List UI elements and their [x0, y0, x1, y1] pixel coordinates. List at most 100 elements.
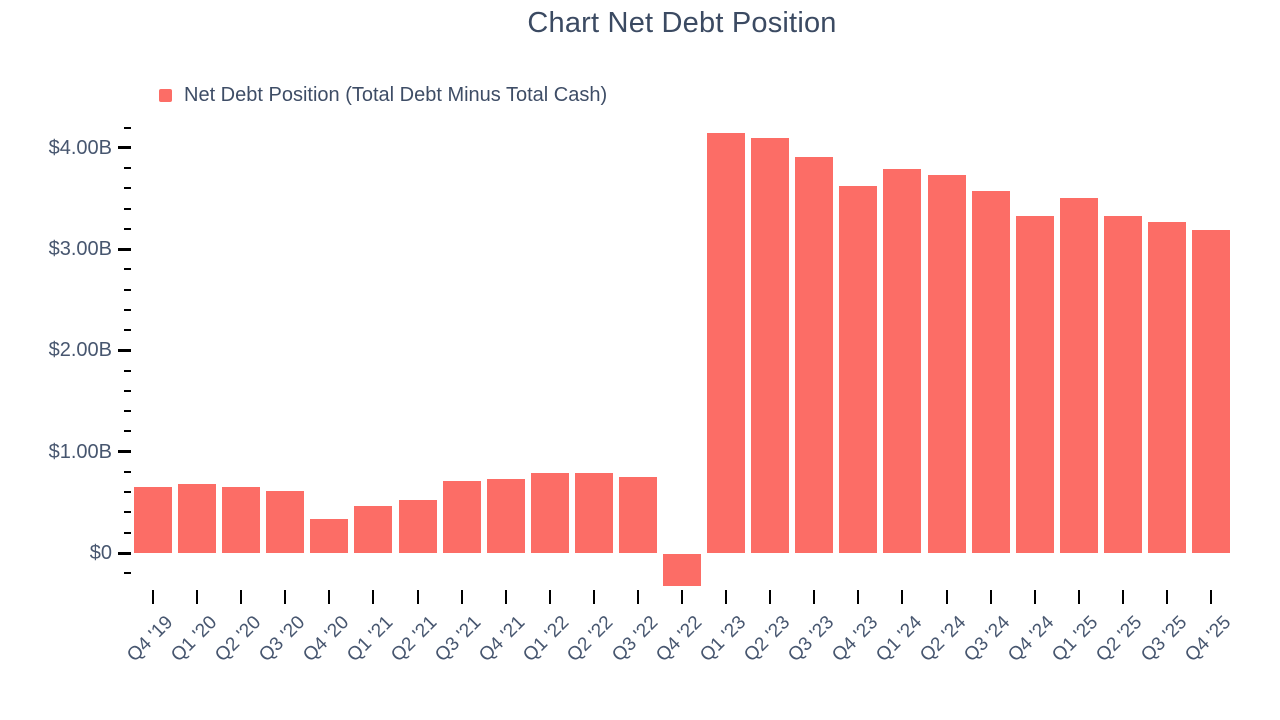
- bar: [971, 191, 1010, 553]
- bar: [883, 169, 922, 553]
- x-axis-tick: [240, 590, 243, 604]
- bar: [751, 137, 790, 553]
- bar: [795, 156, 834, 553]
- x-axis-tick: [681, 590, 683, 604]
- x-axis-label: Q3 '25: [1136, 612, 1191, 667]
- x-axis-tick: [592, 590, 595, 604]
- bar: [310, 518, 349, 553]
- bar: [1103, 215, 1142, 553]
- y-axis-minor-tick: [124, 126, 131, 129]
- x-axis-label: Q4 '19: [122, 612, 177, 667]
- legend-marker-icon: [159, 89, 172, 102]
- y-axis-minor-tick: [124, 308, 131, 311]
- y-axis-label: $2.00B: [48, 339, 112, 362]
- x-axis-label: Q1 '22: [519, 612, 574, 667]
- x-axis-tick: [813, 590, 816, 604]
- x-axis-label: Q1 '24: [872, 612, 927, 667]
- x-axis-label: Q2 '24: [916, 612, 971, 667]
- x-axis-tick: [152, 590, 154, 604]
- y-axis-minor-tick: [124, 187, 131, 190]
- bar: [839, 186, 878, 553]
- bar: [618, 477, 657, 553]
- x-axis-label: Q3 '24: [960, 612, 1015, 667]
- bar: [530, 473, 569, 553]
- x-axis-label: Q4 '25: [1180, 612, 1235, 667]
- x-axis-tick: [1121, 590, 1124, 604]
- x-axis-tick: [945, 590, 948, 604]
- y-axis-minor-tick: [124, 167, 131, 170]
- bar: [1015, 215, 1054, 553]
- y-axis-minor-tick: [124, 470, 131, 473]
- bar: [178, 484, 217, 553]
- y-axis-major-tick: [118, 551, 131, 555]
- x-axis-tick: [460, 590, 463, 604]
- y-axis-minor-tick: [124, 369, 131, 372]
- bar: [574, 473, 613, 553]
- bar: [398, 500, 437, 553]
- x-axis-label: Q2 '21: [387, 612, 442, 667]
- bar: [266, 491, 305, 553]
- x-axis-label: Q2 '23: [740, 612, 795, 667]
- x-axis-tick: [636, 590, 639, 604]
- x-axis-tick: [1165, 590, 1168, 604]
- x-axis-label: Q1 '21: [343, 612, 398, 667]
- x-axis-label: Q2 '25: [1092, 612, 1147, 667]
- x-axis-label: Q2 '22: [563, 612, 618, 667]
- x-axis-tick: [769, 590, 772, 604]
- x-axis-label: Q3 '21: [431, 612, 486, 667]
- x-axis-label: Q4 '23: [828, 612, 883, 667]
- y-axis-label: $4.00B: [48, 136, 112, 159]
- x-axis-label: Q4 '24: [1004, 612, 1059, 667]
- y-axis-minor-tick: [124, 207, 131, 210]
- chart-title: Chart Net Debt Position: [527, 7, 837, 39]
- x-axis-label: Q3 '20: [255, 612, 310, 667]
- y-axis-major-tick: [118, 348, 131, 352]
- y-axis-major-tick: [118, 146, 131, 150]
- x-axis-label: Q3 '22: [607, 612, 662, 667]
- x-axis-tick: [416, 590, 419, 604]
- y-axis-minor-tick: [124, 227, 131, 230]
- y-axis-minor-tick: [124, 410, 131, 413]
- y-axis-label: $1.00B: [48, 440, 112, 463]
- x-axis-tick: [196, 590, 199, 604]
- x-axis-tick: [725, 590, 728, 604]
- y-axis-minor-tick: [124, 491, 131, 494]
- bar: [1059, 198, 1098, 553]
- x-axis-tick: [989, 590, 992, 604]
- x-axis-label: Q1 '25: [1048, 612, 1103, 667]
- x-axis-label: Q3 '23: [784, 612, 839, 667]
- x-axis-tick: [901, 590, 904, 604]
- x-axis-tick: [1077, 590, 1080, 604]
- bar: [442, 481, 481, 553]
- bar: [927, 175, 966, 553]
- y-axis-minor-tick: [124, 511, 131, 514]
- bar: [222, 487, 261, 553]
- x-axis-label: Q1 '20: [166, 612, 221, 667]
- x-axis-label: Q1 '23: [695, 612, 750, 667]
- x-axis-tick: [1210, 590, 1212, 604]
- y-axis-minor-tick: [124, 329, 131, 332]
- y-axis-minor-tick: [124, 288, 131, 291]
- x-axis-tick: [284, 590, 287, 604]
- legend-item[interactable]: Net Debt Position (Total Debt Minus Tota…: [159, 84, 607, 107]
- y-axis-major-tick: [118, 247, 131, 251]
- y-axis-label: $0: [89, 542, 112, 564]
- bar: [134, 487, 172, 553]
- x-axis-label: Q4 '21: [475, 612, 530, 667]
- y-axis-minor-tick: [124, 572, 131, 575]
- x-axis-label: Q2 '20: [211, 612, 266, 667]
- y-axis-minor-tick: [124, 389, 131, 392]
- x-axis-label: Q4 '22: [651, 612, 706, 667]
- bar: [486, 479, 525, 553]
- x-axis-tick: [548, 590, 551, 604]
- x-axis-tick: [1033, 590, 1036, 604]
- y-axis-major-tick: [118, 450, 131, 454]
- y-axis-minor-tick: [124, 430, 131, 433]
- bar: [707, 132, 746, 553]
- x-axis-tick: [372, 590, 375, 604]
- y-axis-minor-tick: [124, 268, 131, 271]
- x-axis-tick: [328, 590, 331, 604]
- bar: [1147, 221, 1186, 553]
